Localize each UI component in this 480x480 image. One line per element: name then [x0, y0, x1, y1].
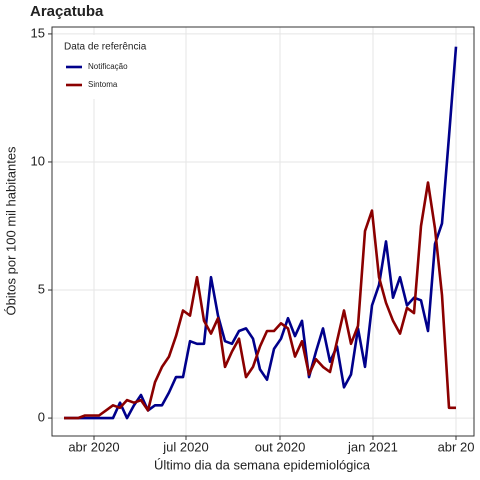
legend-label: Notificação [88, 62, 128, 71]
series-line [64, 181, 456, 420]
x-tick-label: abr 2020 [68, 439, 119, 454]
x-tick-label: out 2020 [255, 439, 306, 454]
x-axis-label: Último dia da semana epidemiológica [154, 457, 371, 472]
plot-border [51, 26, 475, 437]
y-tick-label: 5 [38, 281, 45, 296]
series-line [64, 46, 458, 420]
y-tick-label: 0 [38, 410, 45, 425]
legend-title: Data de referência [64, 42, 147, 53]
y-axis-label: Óbitos por 100 mil habitantes [3, 146, 18, 316]
x-tick-label: jul 2020 [162, 439, 209, 454]
x-tick-label: abr 20 [438, 439, 475, 454]
y-tick-label: 10 [31, 153, 45, 168]
chart-title: Araçatuba [30, 3, 104, 20]
x-tick-label: jan 2021 [347, 439, 398, 454]
y-tick-label: 15 [31, 25, 45, 40]
legend-label: Sintoma [88, 80, 118, 89]
